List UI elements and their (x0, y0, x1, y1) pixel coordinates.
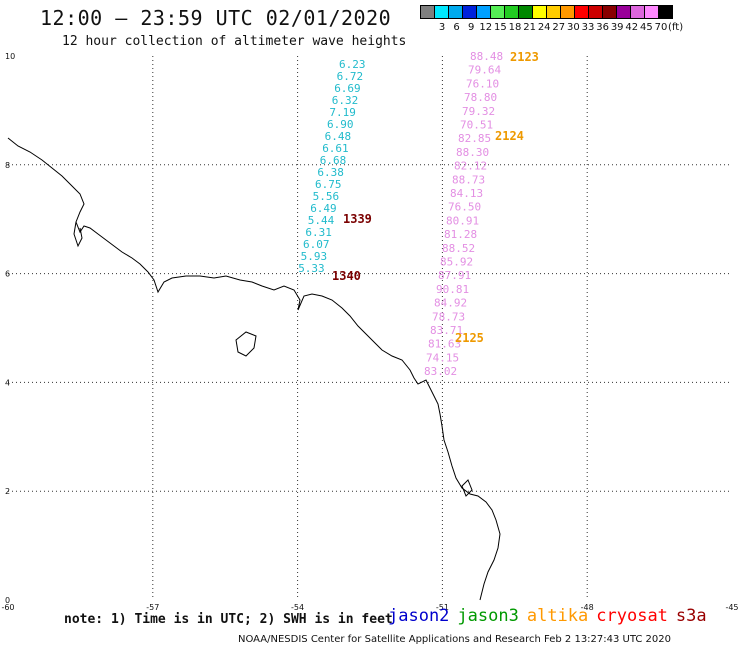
swh-value: 74.15 (426, 351, 459, 364)
scale-tick-label: 33 (581, 22, 595, 33)
lon-tick-label: -51 (436, 603, 449, 612)
lat-tick-label: 10 (5, 52, 15, 61)
track-time-label: 2123 (510, 50, 539, 64)
swh-value: 82.12 (454, 160, 487, 173)
swh-value: 5.33 (298, 262, 325, 275)
swh-value: 6.48 (325, 130, 352, 143)
swh-value: 5.56 (313, 190, 340, 203)
swh-value: 81.63 (428, 338, 461, 351)
scale-tick-label: 45 (640, 22, 653, 33)
swh-value: 83.71 (430, 324, 463, 337)
scale-tick-label: 21 (523, 22, 536, 33)
lon-tick-label: -57 (146, 603, 159, 612)
swh-track-cyan: 6.236.726.696.327.196.906.486.616.686.38… (298, 58, 365, 275)
track-time-label: 1339 (343, 212, 372, 226)
scale-tick-label: 3 (438, 22, 446, 33)
lon-tick-label: -60 (1, 603, 14, 612)
swh-value: 88.48 (470, 50, 503, 63)
swh-value: 7.19 (329, 106, 356, 119)
lat-tick-label: 8 (5, 161, 10, 170)
satellite-legend: jason2 jason3 altika cryosat s3a (388, 606, 707, 626)
swh-value: 6.32 (332, 94, 359, 107)
swh-value: 6.38 (317, 166, 344, 179)
axis-labels: -60 -57 -54 -51 -48 -45 0 2 4 6 8 10 (1, 52, 738, 612)
swh-value: 81.28 (444, 228, 477, 241)
swh-value: 6.75 (315, 178, 342, 191)
map-subtitle: 12 hour collection of altimeter wave hei… (62, 34, 407, 49)
scale-tick-label: 15 (494, 22, 507, 33)
scale-tick-label: 9 (468, 22, 475, 33)
swh-value: 76.10 (466, 77, 499, 90)
scale-tick-label: 30 (567, 22, 580, 33)
swh-value: 78.80 (464, 91, 497, 104)
satellite-legend-item: altika (526, 606, 589, 626)
track-time-label: 2125 (455, 331, 484, 345)
swh-value: 90.81 (436, 283, 469, 296)
lon-tick-label: -48 (581, 603, 594, 612)
satellite-legend-item: cryosat (596, 606, 668, 626)
map-title: 12:00 – 23:59 UTC 02/01/2020 (40, 6, 392, 30)
swh-value: 6.69 (334, 82, 361, 95)
swh-value: 6.31 (305, 226, 332, 239)
swh-track-pink: 88.4879.6476.1078.8079.3270.5182.8588.30… (424, 50, 503, 378)
credit-line: NOAA/NESDIS Center for Satellite Applica… (238, 634, 671, 645)
lat-tick-label: 0 (5, 596, 10, 605)
swh-value: 79.32 (462, 105, 495, 118)
swh-value: 70.51 (460, 119, 493, 132)
scale-tick-label: 6 (453, 22, 460, 33)
scale-tick-label: 36 (596, 22, 609, 33)
scale-tick-label: 70 (654, 22, 668, 33)
swh-value: 82.85 (458, 132, 491, 145)
swh-value: 87.91 (438, 269, 471, 282)
lon-tick-label: -54 (291, 603, 304, 612)
swh-value: 6.49 (310, 202, 337, 215)
scale-tick-label: 39 (610, 22, 624, 33)
swh-value: 6.90 (327, 118, 354, 131)
scale-tick-label: 27 (552, 22, 566, 33)
swh-value: 85.92 (440, 256, 473, 269)
lat-tick-label: 6 (5, 270, 10, 279)
scale-tick-label: (ft) (668, 22, 684, 33)
lat-lon-grid (8, 56, 732, 600)
scale-tick-label: 18 (508, 22, 522, 33)
swh-value: 88.52 (442, 242, 475, 255)
color-scale (420, 5, 673, 19)
swh-value: 6.68 (320, 154, 347, 167)
lat-tick-label: 2 (5, 487, 10, 496)
units-note: note: 1) Time is in UTC; 2) SWH is in fe… (64, 612, 393, 627)
color-scale-labels: 3 6 9 12 15 18 21 24 27 30 33 36 39 42 45 70 (ft) (421, 22, 740, 34)
swh-value: 6.72 (337, 70, 364, 83)
scale-tick-label: 42 (625, 22, 639, 33)
scale-tick-label: 24 (537, 22, 551, 33)
swh-value: 83.02 (424, 365, 457, 378)
coastline (7, 137, 501, 601)
swh-value: 6.23 (339, 58, 366, 71)
swh-value: 5.93 (301, 250, 328, 263)
satellite-legend-item: s3a (675, 606, 707, 626)
swh-value: 88.30 (456, 146, 489, 159)
swh-value: 84.13 (450, 187, 483, 200)
swh-value: 6.61 (322, 142, 349, 155)
scale-tick-label: 12 (479, 22, 493, 33)
lat-tick-label: 4 (5, 378, 10, 387)
swh-value: 79.64 (468, 64, 501, 77)
track-time-label: 1340 (332, 269, 361, 283)
swh-value: 88.73 (452, 173, 485, 186)
track-time-label: 2124 (495, 129, 524, 143)
track-labels: 1339 1340 2123 2124 2125 (332, 50, 539, 345)
swh-value: 5.44 (308, 214, 335, 227)
swh-value: 6.07 (303, 238, 330, 251)
swh-value: 78.73 (432, 310, 465, 323)
swh-value: 80.91 (446, 214, 479, 227)
scale-swatch (658, 5, 673, 19)
satellite-legend-item: jason3 (457, 606, 519, 626)
swh-value: 84.92 (434, 297, 467, 310)
satellite-legend-item: jason2 (388, 606, 450, 626)
swh-value: 76.50 (448, 201, 481, 214)
lon-tick-label: -45 (725, 603, 738, 612)
